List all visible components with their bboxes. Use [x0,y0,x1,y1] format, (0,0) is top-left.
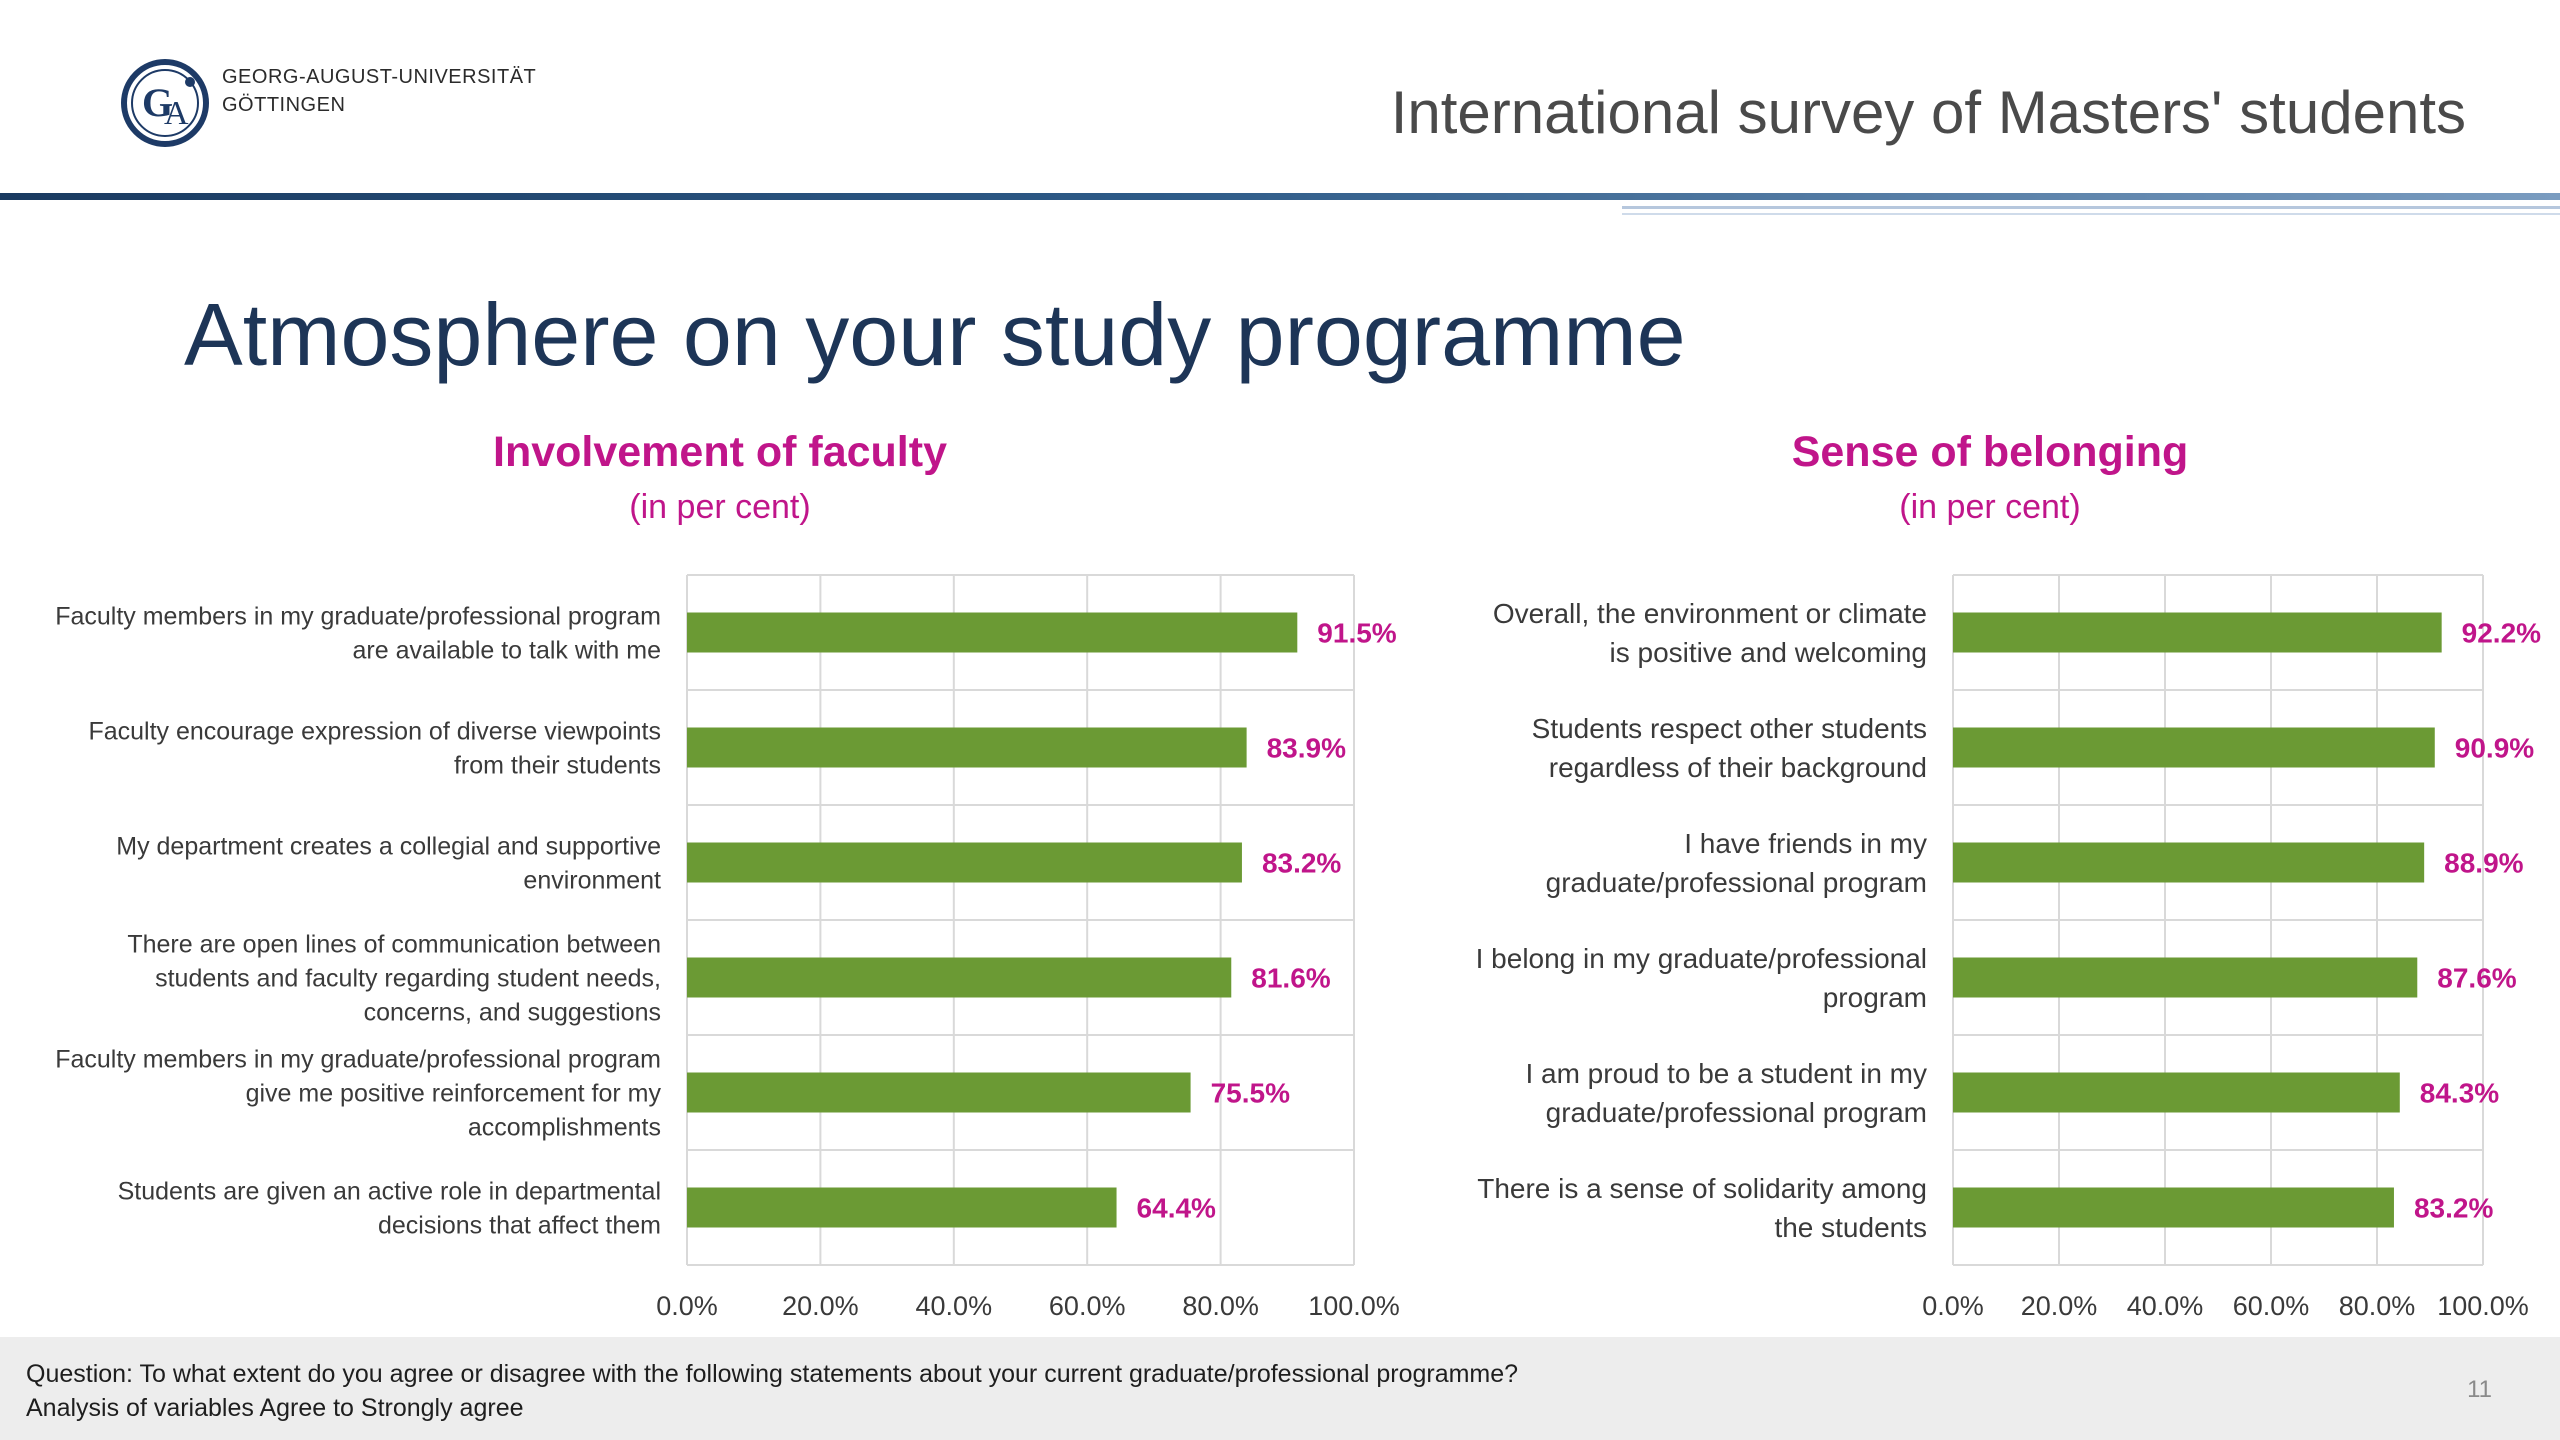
category-label: give me positive reinforcement for my [246,1079,662,1107]
tick-label: 20.0% [2021,1291,2098,1321]
slide-title: Atmosphere on your study programme [184,285,1686,384]
category-label: decisions that affect them [378,1211,661,1239]
tick-label: 80.0% [1182,1291,1259,1321]
survey-title: International survey of Masters' student… [1390,79,2466,146]
header-rule [0,193,2560,200]
category-label: are available to talk with me [353,636,661,664]
tick-label: 0.0% [1922,1291,1984,1321]
category-label: is positive and welcoming [1610,637,1928,668]
tick-label: 0.0% [656,1291,718,1321]
data-label: 91.5% [1317,618,1396,649]
bar [1953,842,2425,883]
header-rule-thin [1622,206,2560,209]
category-label: the students [1774,1212,1927,1243]
category-label: concerns, and suggestions [364,998,661,1026]
category-label: Faculty members in my graduate/professio… [55,1045,661,1073]
tick-label: 100.0% [1308,1291,1400,1321]
chart-title-belonging: Sense of belonging [1791,428,2189,476]
bar [1953,1072,2400,1113]
tick-label: 40.0% [916,1291,993,1321]
svg-text:A: A [164,95,189,132]
data-label: 90.9% [2455,733,2534,764]
category-label: Faculty encourage expression of diverse … [88,717,661,745]
chart-subtitle-belonging: (in per cent) [1899,488,2081,526]
bar [687,842,1242,883]
bar [687,612,1298,653]
bar [1953,727,2435,768]
category-label: There are open lines of communication be… [127,930,661,958]
bar [687,957,1232,998]
category-label: students and faculty regarding student n… [155,964,661,992]
category-label: Students are given an active role in dep… [118,1177,661,1205]
category-label: graduate/professional program [1546,1097,1927,1128]
bar [687,1187,1117,1228]
data-label: 87.6% [2437,963,2516,994]
category-label: My department creates a collegial and su… [116,832,661,860]
category-label: Faculty members in my graduate/professio… [55,602,661,630]
category-label: Students respect other students [1532,713,1927,744]
category-label: I belong in my graduate/professional [1476,943,1927,974]
category-label: There is a sense of solidarity among [1477,1173,1927,1204]
faculty-bar-chart: 91.5% Faculty members in my graduate/prof… [55,574,1400,1321]
tick-label: 40.0% [2127,1291,2204,1321]
university-name-line1: GEORG-AUGUST-UNIVERSITÄT [222,66,537,88]
category-label: environment [523,866,661,894]
bar [1953,957,2418,998]
footer-note: Analysis of variables Agree to Strongly … [26,1394,524,1422]
data-label: 88.9% [2444,848,2523,879]
university-logo-icon: G A [121,59,209,147]
category-label: I have friends in my [1684,828,1927,859]
category-label: program [1823,982,1927,1013]
footer-question: Question: To what extent do you agree or… [26,1360,1519,1388]
data-label: 64.4% [1137,1193,1216,1224]
category-label: graduate/professional program [1546,867,1927,898]
data-label: 81.6% [1251,963,1330,994]
tick-label: 100.0% [2437,1291,2529,1321]
tick-label: 80.0% [2339,1291,2416,1321]
bar [687,727,1247,768]
category-label: regardless of their background [1549,752,1927,783]
tick-label: 20.0% [782,1291,859,1321]
data-label: 75.5% [1211,1078,1290,1109]
header-rule-thin [1622,213,2560,215]
bar [1953,612,2442,653]
data-label: 83.9% [1267,733,1346,764]
category-label: Overall, the environment or climate [1493,598,1927,629]
svg-text:G: G [142,80,173,125]
tick-label: 60.0% [1049,1291,1126,1321]
category-label: from their students [454,751,661,779]
bar [1953,1187,2394,1228]
data-label: 83.2% [2414,1193,2493,1224]
data-label: 92.2% [2462,618,2541,649]
tick-label: 60.0% [2233,1291,2310,1321]
data-label: 83.2% [1262,848,1341,879]
belonging-bar-chart: 92.2% Overall, the environment or climate… [1476,574,2541,1321]
chart-title-faculty: Involvement of faculty [493,428,947,476]
category-label: accomplishments [468,1113,661,1141]
category-label: I am proud to be a student in my [1525,1058,1927,1089]
data-label: 84.3% [2420,1078,2499,1109]
bar [687,1072,1191,1113]
footer [0,1337,2560,1440]
chart-subtitle-faculty: (in per cent) [629,488,811,526]
university-name-line2: GÖTTINGEN [222,94,346,116]
page-number: 11 [2467,1376,2492,1403]
